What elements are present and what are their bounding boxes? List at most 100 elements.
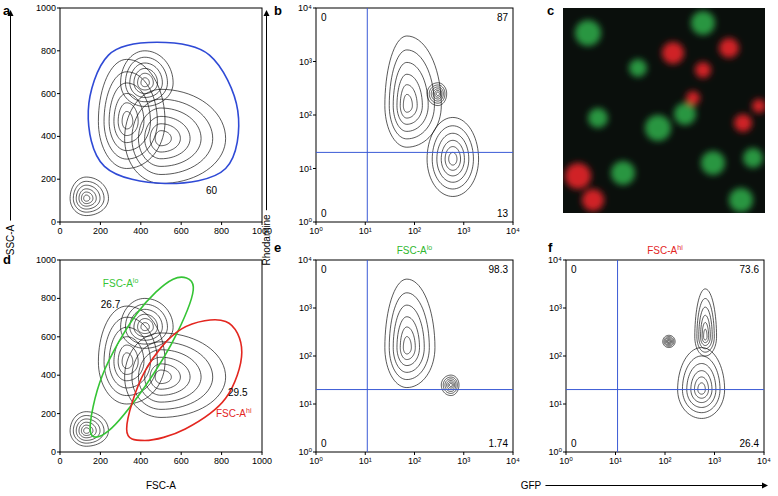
y-tick-label: 10⁰ <box>298 447 312 457</box>
contour-ring <box>104 317 157 395</box>
contour-ring <box>665 338 673 346</box>
label-text: FSC-A <box>103 278 133 289</box>
contour-ring <box>104 72 157 159</box>
x-tick <box>463 452 464 455</box>
contour-ring <box>701 315 711 345</box>
quadrant-value: 0 <box>321 438 327 449</box>
panel-a: a020040060080010000200400600800100060SSC… <box>3 3 272 255</box>
x-tick-label: 10² <box>658 456 671 466</box>
x-tick-label: 400 <box>133 226 148 236</box>
contour-ring <box>389 50 434 139</box>
y-tick <box>313 61 316 62</box>
contour-ring <box>134 314 158 336</box>
red-cell <box>565 163 591 189</box>
y-tick-label: 600 <box>41 89 56 99</box>
contour-ring <box>84 428 90 434</box>
y-tick <box>313 404 316 405</box>
panel-letter: c <box>547 3 554 18</box>
y-tick <box>313 260 316 261</box>
x-tick <box>513 222 514 225</box>
quadrant-line-y <box>316 389 513 390</box>
contour-ring <box>125 304 167 344</box>
contour-ring <box>695 289 717 356</box>
contour-ring <box>433 89 442 99</box>
contour-ring <box>436 92 439 96</box>
figure: a020040060080010000200400600800100060SSC… <box>0 0 778 496</box>
contour-ring <box>664 337 674 347</box>
green-cell <box>611 161 635 185</box>
label-sup: lo <box>427 244 433 251</box>
contour-ring <box>435 90 441 97</box>
contour-ring <box>682 356 720 413</box>
y-tick <box>313 452 316 453</box>
plot-frame <box>60 260 262 452</box>
x-tick <box>100 452 101 455</box>
x-tick-label: 10³ <box>708 456 721 466</box>
label-text: FSC-A <box>397 245 427 256</box>
x-tick-label: 10¹ <box>359 226 372 236</box>
x-tick-label: 400 <box>133 456 148 466</box>
contour-ring <box>70 412 108 447</box>
x-tick <box>463 222 464 225</box>
contour-ring <box>698 383 706 394</box>
contour-ring <box>134 68 158 93</box>
green-cell <box>743 148 763 168</box>
contour-ring <box>448 382 453 388</box>
x-axis-label: FSC-A <box>146 480 176 491</box>
y-tick-label: 1000 <box>36 3 56 13</box>
green-cell <box>588 108 608 128</box>
red-cell <box>582 189 604 211</box>
contour-ring <box>691 371 712 403</box>
panel-e: e10⁰10¹10²10³10⁴10⁰10¹10²10³10⁴098.301.7… <box>274 240 768 491</box>
contour-ring <box>155 131 171 146</box>
quadrant-line-y <box>566 389 764 390</box>
contour-ring <box>687 364 716 408</box>
green-cell <box>629 59 647 77</box>
x-tick <box>221 222 222 225</box>
quadrant-value: 73.6 <box>740 264 760 275</box>
quadrant-value: 0 <box>321 12 327 23</box>
y-axis-label: SSC-A <box>5 224 16 255</box>
y-tick <box>563 308 566 309</box>
micrograph-panel: c <box>547 3 766 213</box>
contour-ring <box>145 116 190 158</box>
quadrant-line-x <box>367 8 368 222</box>
x-tick <box>100 222 101 225</box>
panel-d: d020040060080010000200400600800100026.7F… <box>3 252 272 491</box>
contour-ring <box>663 335 675 347</box>
axis-arrow <box>545 485 762 486</box>
y-tick <box>57 8 60 9</box>
y-tick-label: 400 <box>41 370 56 380</box>
panel-letter: f <box>548 240 553 255</box>
contour-ring <box>79 189 96 206</box>
contour-ring <box>385 279 435 387</box>
y-tick <box>57 413 60 414</box>
green-cell <box>645 115 671 141</box>
x-tick-label: 10² <box>408 456 421 466</box>
contour-ring <box>121 51 174 107</box>
quadrant-value: 0 <box>571 264 577 275</box>
plot-data <box>316 260 513 452</box>
contour-ring <box>141 323 149 331</box>
contour-ring <box>441 140 464 176</box>
contour-ring <box>400 327 415 360</box>
contour-ring <box>138 319 154 334</box>
x-tick-label: 600 <box>174 226 189 236</box>
plot-frame <box>60 8 262 222</box>
panel-title: FSC-Ahi <box>647 244 683 256</box>
panel-title: FSC-Alo <box>397 244 433 256</box>
y-tick <box>57 375 60 376</box>
x-tick <box>665 452 666 455</box>
x-tick-label: 10⁰ <box>309 226 323 236</box>
y-tick <box>313 115 316 116</box>
contour-ring <box>678 348 725 419</box>
contour-ring <box>73 181 104 212</box>
contour-ring <box>155 370 171 384</box>
quadrant-value: 0 <box>571 438 577 449</box>
contour-ring <box>141 78 149 87</box>
x-tick <box>764 452 765 455</box>
red-cell <box>752 99 765 113</box>
contour-ring <box>431 87 443 101</box>
x-tick <box>365 452 366 455</box>
x-tick <box>181 452 182 455</box>
